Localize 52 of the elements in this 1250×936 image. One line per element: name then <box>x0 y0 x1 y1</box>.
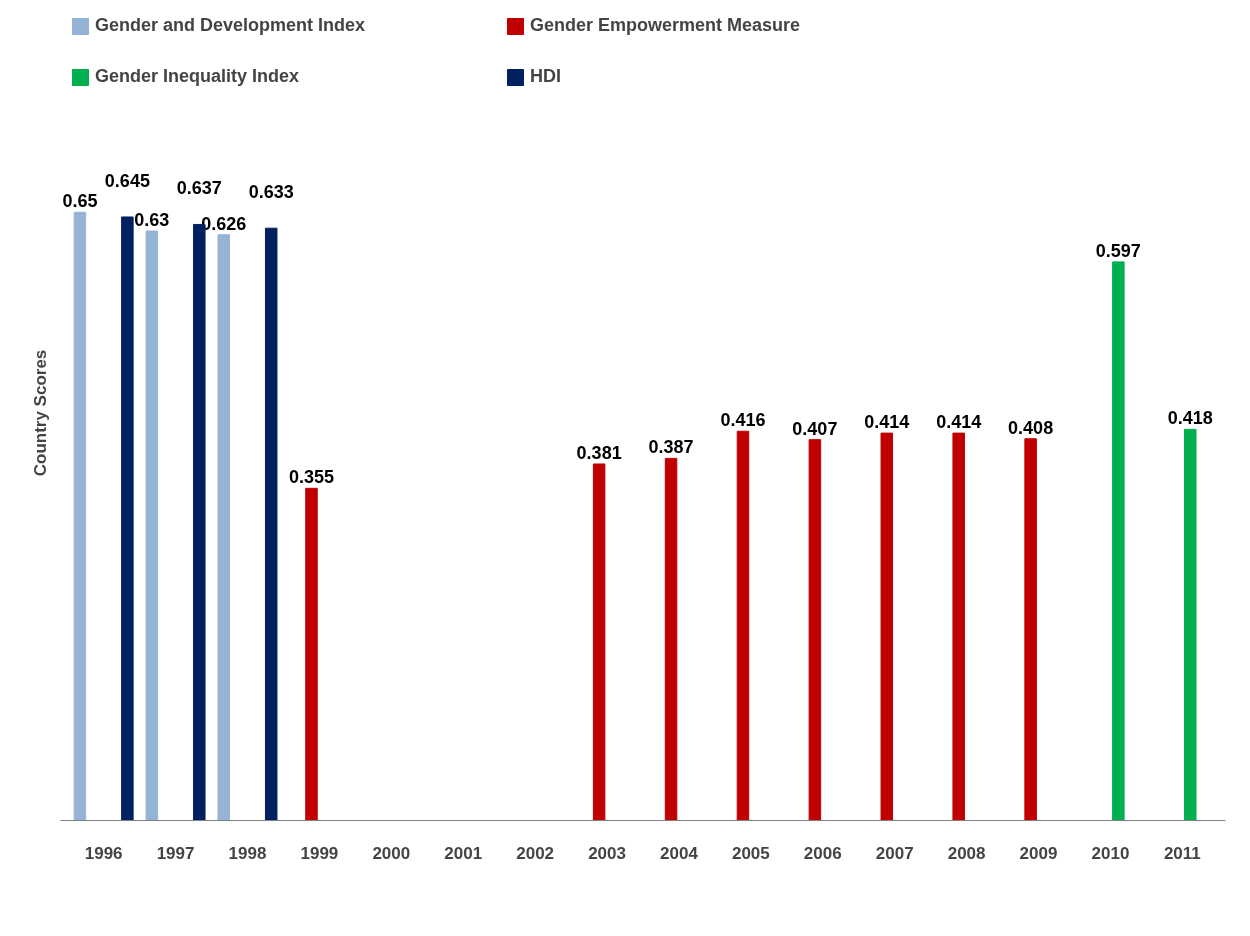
x-tick-label: 2005 <box>731 843 770 863</box>
bar <box>305 487 318 821</box>
y-axis-title: Country Scores <box>30 349 50 477</box>
data-label: 0.381 <box>576 443 622 463</box>
x-tick-label: 2006 <box>803 843 842 863</box>
data-label: 0.355 <box>288 467 334 488</box>
data-label: 0.387 <box>648 437 694 458</box>
data-label: 0.63 <box>134 210 170 231</box>
bar <box>664 457 678 821</box>
bar <box>73 211 87 821</box>
x-tick-label: 2002 <box>516 843 555 863</box>
data-label: 0.408 <box>1008 417 1054 438</box>
legend-label: Gender and Development Index <box>95 15 367 36</box>
bar <box>736 430 750 821</box>
data-label: 0.637 <box>176 178 222 199</box>
data-label: 0.416 <box>720 410 766 431</box>
data-label: 0.65 <box>62 191 98 212</box>
x-tick-label: 1996 <box>84 843 123 863</box>
bar <box>952 432 965 821</box>
x-tick-label: 2011 <box>1163 843 1201 863</box>
bar <box>217 234 230 821</box>
legend-label: HDI <box>530 66 562 87</box>
bar <box>1024 438 1037 821</box>
x-tick-label: 2003 <box>588 843 626 863</box>
bar <box>808 439 822 821</box>
bar <box>264 227 278 821</box>
bar <box>880 432 894 821</box>
data-label: 0.645 <box>104 170 150 191</box>
bar <box>1184 428 1197 821</box>
x-tick-label: 2010 <box>1091 843 1130 863</box>
bar <box>145 230 159 821</box>
x-tick-label: 2001 <box>444 843 483 863</box>
data-label: 0.626 <box>201 213 247 234</box>
data-label: 0.597 <box>1095 240 1141 261</box>
data-label: 0.414 <box>864 412 910 433</box>
x-tick-label: 2009 <box>1019 843 1058 863</box>
x-tick-label: 2000 <box>372 843 411 863</box>
x-tick-label: 1999 <box>300 843 339 863</box>
bar <box>121 216 134 821</box>
x-tick-label: 1998 <box>228 843 267 863</box>
data-label: 0.418 <box>1167 408 1213 429</box>
x-tick-label: 2008 <box>947 843 986 863</box>
x-tick-label: 2007 <box>875 843 914 863</box>
legend-label: Gender Inequality Index <box>95 66 301 87</box>
data-label: 0.633 <box>248 182 294 203</box>
legend-label: Gender Empowerment Measure <box>530 15 802 36</box>
data-label: 0.407 <box>792 418 838 439</box>
bar <box>1112 261 1125 821</box>
data-label: 0.414 <box>936 412 982 433</box>
x-tick-label: 1997 <box>156 843 195 863</box>
x-tick-label: 2004 <box>660 843 699 863</box>
bar <box>592 463 606 821</box>
